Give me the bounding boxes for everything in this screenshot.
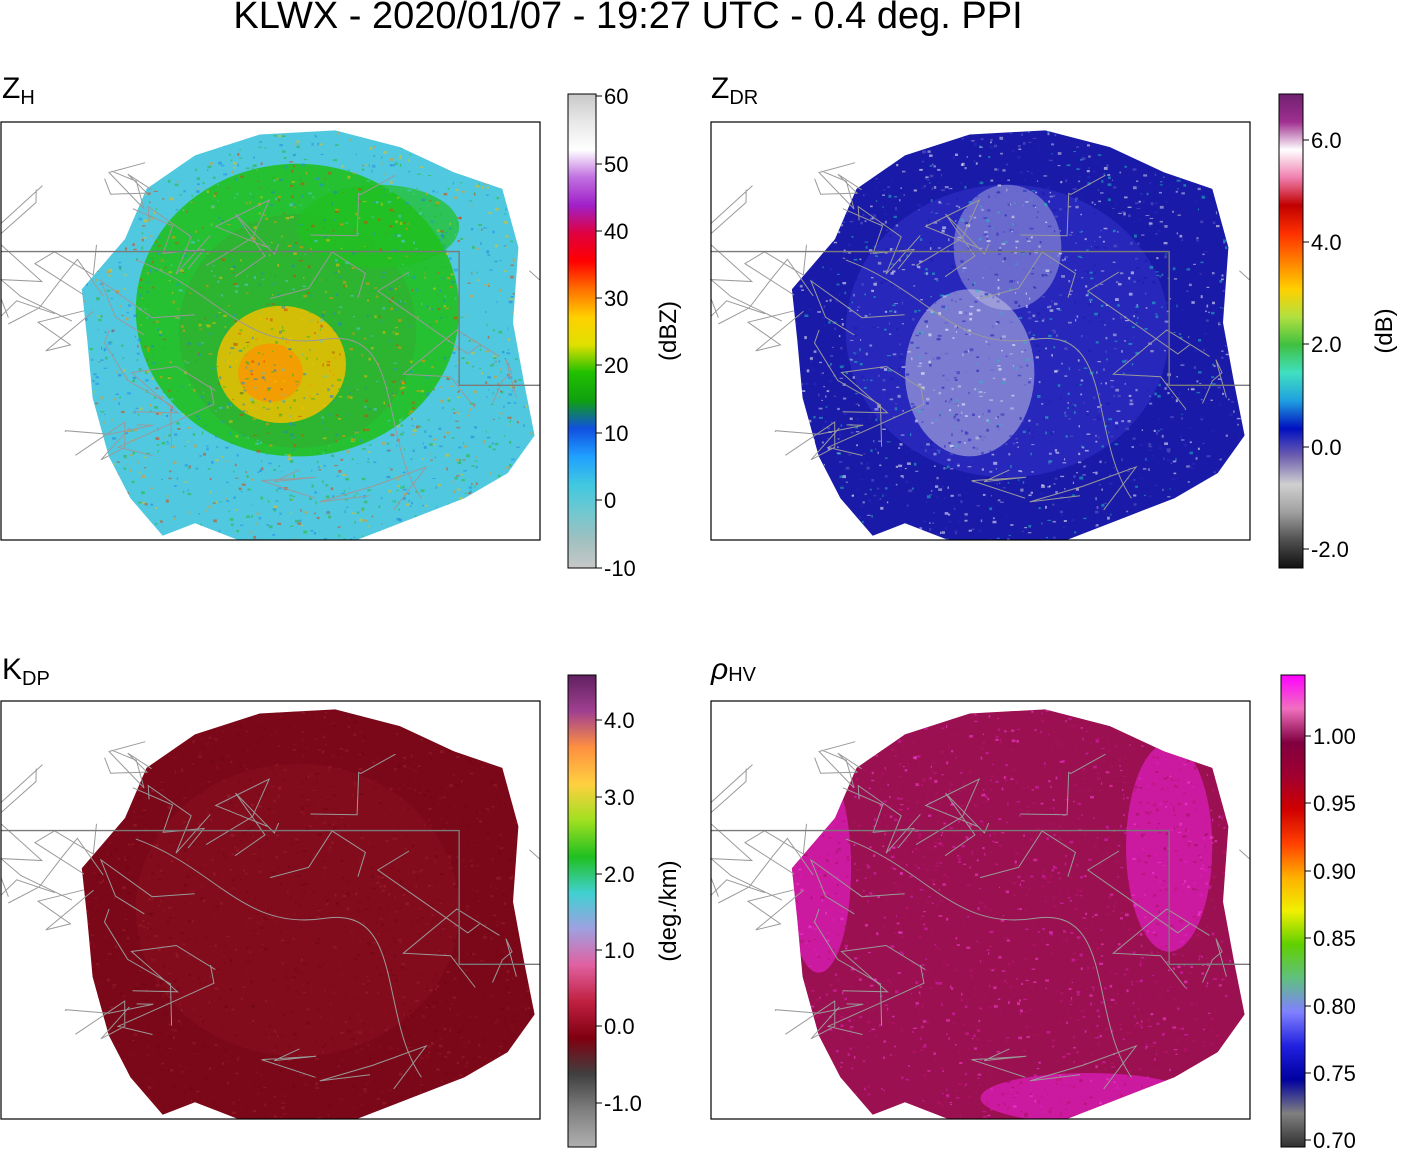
river-line	[845, 259, 1132, 499]
river-line	[135, 259, 422, 499]
panel-kdp-title: KDP	[2, 653, 50, 690]
zh-map	[0, 121, 541, 541]
zh-colorbar-gradient	[568, 94, 596, 568]
kdp-tick-label: 2.0	[604, 862, 635, 887]
zh-tick-label: 0	[604, 488, 616, 513]
rhohv-map-frame	[710, 700, 1251, 1120]
zdr-map-frame	[710, 121, 1251, 541]
rhohv-colorbar: 1.00 0.95 0.90 0.85 0.80 0.75 0.70	[1280, 674, 1356, 1151]
rhohv-tick-label: 0.85	[1313, 926, 1356, 951]
zdr-unit-label: (dB)	[1371, 308, 1398, 353]
rhohv-tick-label: 0.95	[1313, 791, 1356, 816]
zh-unit-label: (dBZ)	[655, 301, 682, 361]
rhohv-tick-label: 1.00	[1313, 724, 1356, 749]
state-border	[1, 250, 540, 387]
zh-tick-label: 60	[604, 84, 628, 109]
rhohv-tick-label: 0.75	[1313, 1061, 1356, 1086]
panel-zdr-title: ZDR	[711, 72, 758, 109]
kdp-tick-label: 3.0	[604, 785, 635, 810]
zdr-colorbar: 6.0 4.0 2.0 0.0 -2.0 (dB)	[1278, 93, 1398, 569]
rhohv-map	[709, 700, 1251, 1120]
river-line	[845, 838, 1132, 1078]
state-border	[711, 829, 1250, 966]
zh-tick-label: 30	[604, 286, 628, 311]
rhohv-tick-label: 0.90	[1313, 859, 1356, 884]
zh-tick-label: 20	[604, 353, 628, 378]
zdr-tick-label: 0.0	[1311, 435, 1342, 460]
kdp-colorbar: 4.0 3.0 2.0 1.0 0.0 -1.0 (deg./km)	[567, 674, 682, 1148]
zh-tick-label: 50	[604, 152, 628, 177]
zdr-tick-label: -2.0	[1311, 537, 1349, 562]
kdp-tick-label: 1.0	[604, 938, 635, 963]
zh-tick-label: -10	[604, 556, 636, 581]
zdr-echo-field	[791, 130, 1245, 540]
rhohv-tick-label: 0.70	[1313, 1128, 1356, 1151]
zdr-tick-label: 6.0	[1311, 128, 1342, 153]
panel-rhohv-title: ρHV	[710, 653, 757, 686]
figure-title: KLWX - 2020/01/07 - 19:27 UTC - 0.4 deg.…	[233, 0, 1022, 37]
rhohv-colorbar-gradient	[1281, 675, 1305, 1147]
rhohv-tick-label: 0.80	[1313, 994, 1356, 1019]
state-border	[711, 250, 1250, 387]
panel-kdp: KDP 4.0 3.0 2.0 1.0 0.0 -1.0 (deg./km)	[0, 653, 682, 1148]
kdp-unit-label: (deg./km)	[655, 860, 682, 961]
kdp-tick-label: 0.0	[604, 1014, 635, 1039]
panel-zdr: ZDR 6.0 4.0 2.0 0.0 -2.0 (dB)	[709, 72, 1398, 569]
panel-zh: ZH 60 50 40 30 20 10 0 -10 (dBZ)	[0, 72, 682, 581]
kdp-colorbar-gradient	[568, 675, 596, 1147]
zdr-colorbar-gradient	[1279, 94, 1303, 568]
zh-tick-label: 40	[604, 219, 628, 244]
zdr-map	[709, 121, 1251, 541]
kdp-tick-label: -1.0	[604, 1091, 642, 1116]
zdr-tick-label: 2.0	[1311, 332, 1342, 357]
zh-tick-label: 10	[604, 421, 628, 446]
panel-rhohv: ρHV 1.00 0.95 0.90 0.85 0.80 0.75 0.70	[709, 653, 1356, 1151]
kdp-map	[0, 700, 541, 1120]
river-line	[135, 838, 422, 1078]
panel-zh-title: ZH	[2, 72, 35, 109]
zh-map-frame	[0, 121, 541, 541]
state-border	[1, 829, 540, 966]
zdr-tick-label: 4.0	[1311, 230, 1342, 255]
kdp-tick-label: 4.0	[604, 708, 635, 733]
zh-colorbar: 60 50 40 30 20 10 0 -10 (dBZ)	[567, 84, 682, 581]
kdp-map-frame	[0, 700, 541, 1120]
